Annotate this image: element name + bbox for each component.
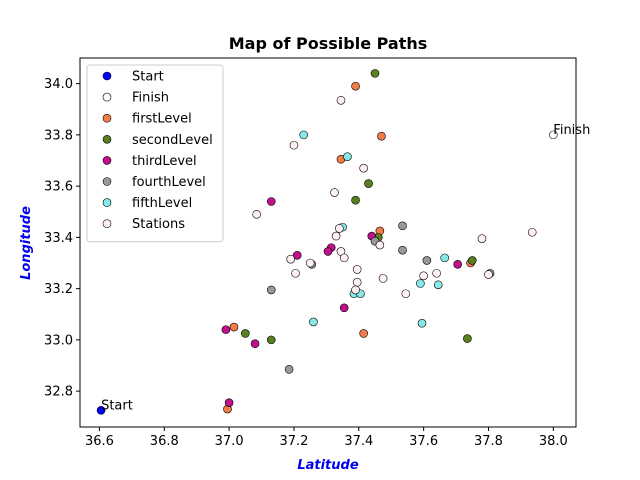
point-stations xyxy=(305,258,315,268)
point-stations xyxy=(339,253,349,263)
data-points xyxy=(96,69,558,415)
legend-marker-finish xyxy=(102,92,112,102)
x-tick-label: 37.6 xyxy=(409,434,438,449)
point-stations xyxy=(527,227,537,237)
legend-label-finish: Finish xyxy=(132,91,169,106)
point-fifthlevel xyxy=(416,279,425,288)
point-fourthlevel xyxy=(422,256,432,265)
chart-title: Map of Possible Paths xyxy=(229,34,428,53)
point-stations xyxy=(286,254,296,264)
annotation-label: Start xyxy=(101,398,133,413)
y-tick-label: 33.8 xyxy=(44,128,73,143)
point-stations xyxy=(401,289,411,299)
legend-label-start: Start xyxy=(132,70,164,85)
point-stations xyxy=(419,271,428,281)
point-stations xyxy=(351,285,360,295)
y-tick-label: 34.0 xyxy=(44,77,73,92)
legend: Start Finish firstLevel secondLevel thirdLev… xyxy=(86,64,224,243)
point-stations xyxy=(352,265,362,274)
point-fourthlevel xyxy=(398,221,407,231)
legend-label-thirdlevel: thirdLevel xyxy=(132,154,197,169)
point-secondlevel xyxy=(467,256,477,265)
x-tick-label: 36.6 xyxy=(85,434,114,449)
point-thirdlevel xyxy=(224,398,234,407)
annotations: Start Finish xyxy=(101,123,590,413)
point-thirdlevel xyxy=(221,325,231,334)
point-firstlevel xyxy=(229,322,239,332)
point-stations xyxy=(359,163,368,173)
y-tick-label: 33.6 xyxy=(44,180,73,195)
point-fifthlevel xyxy=(309,317,318,327)
point-secondlevel xyxy=(241,329,250,338)
point-fifthlevel xyxy=(299,130,308,140)
legend-label-firstlevel: firstLevel xyxy=(132,112,192,127)
point-stations xyxy=(336,95,346,105)
point-stations xyxy=(330,188,339,197)
legend-label-stations: Stations xyxy=(132,217,185,232)
point-fourthlevel xyxy=(284,365,294,374)
annotation-label: Finish xyxy=(553,123,590,138)
legend-box xyxy=(86,64,224,243)
legend-label-fifthlevel: fifthLevel xyxy=(132,196,192,211)
legend-marker-thirdlevel xyxy=(102,156,112,165)
plot-frame xyxy=(79,57,577,428)
legend-marker-stations xyxy=(102,219,112,228)
point-thirdlevel xyxy=(453,259,462,269)
point-secondlevel xyxy=(364,179,373,188)
point-stations xyxy=(331,231,341,241)
point-secondlevel xyxy=(266,335,276,345)
point-stations xyxy=(477,234,487,243)
legend-marker-start xyxy=(102,71,112,81)
point-stations xyxy=(484,270,493,279)
point-start xyxy=(96,406,106,415)
point-stations xyxy=(352,277,362,287)
point-fourthlevel xyxy=(398,245,407,255)
legend-marker-secondlevel xyxy=(102,135,112,144)
point-thirdlevel xyxy=(250,339,260,349)
point-firstlevel xyxy=(377,131,386,141)
point-stations xyxy=(289,140,299,150)
point-secondlevel xyxy=(370,69,380,78)
point-stations xyxy=(252,210,261,219)
legend-label-secondlevel: secondLevel xyxy=(132,133,213,148)
point-firstlevel xyxy=(351,81,360,91)
point-fifthlevel xyxy=(433,280,443,290)
y-tick-label: 32.8 xyxy=(44,385,73,400)
point-finish xyxy=(549,130,558,140)
legend-marker-fourthlevel xyxy=(102,177,112,186)
point-thirdlevel xyxy=(292,251,302,260)
point-secondlevel xyxy=(351,195,360,205)
point-firstlevel xyxy=(359,329,368,338)
legend-label-fourthlevel: fourthLevel xyxy=(132,175,206,190)
point-fourthlevel xyxy=(266,285,276,295)
x-tick-label: 37.2 xyxy=(279,434,308,449)
point-thirdlevel xyxy=(323,247,333,256)
axis-ticks: 36.6 36.8 37.0 37.2 37.4 37.6 37.8 38.0 32.8 33.0… xyxy=(44,77,568,449)
y-tick-label: 33.4 xyxy=(44,231,73,246)
point-fifthlevel xyxy=(343,152,352,161)
y-tick-label: 33.2 xyxy=(44,282,73,297)
point-fifthlevel xyxy=(440,253,450,263)
point-thirdlevel xyxy=(339,303,349,313)
x-tick-label: 37.4 xyxy=(344,434,373,449)
legend-marker-fifthlevel xyxy=(102,198,112,207)
legend-marker-firstlevel xyxy=(102,113,112,123)
y-tick-label: 33.0 xyxy=(44,333,73,348)
point-stations xyxy=(432,268,441,278)
x-axis-label: Latitude xyxy=(297,458,359,473)
point-thirdlevel xyxy=(266,197,276,206)
point-stations xyxy=(335,224,344,233)
x-tick-label: 38.0 xyxy=(539,434,568,449)
y-axis-label: Longitude xyxy=(19,206,34,280)
x-tick-label: 37.0 xyxy=(215,434,244,449)
point-stations xyxy=(375,240,385,250)
point-stations xyxy=(291,268,300,278)
point-stations xyxy=(378,274,388,283)
x-tick-label: 37.8 xyxy=(474,434,503,449)
point-fifthlevel xyxy=(417,318,427,328)
x-tick-label: 36.8 xyxy=(150,434,179,449)
point-secondlevel xyxy=(463,334,472,343)
